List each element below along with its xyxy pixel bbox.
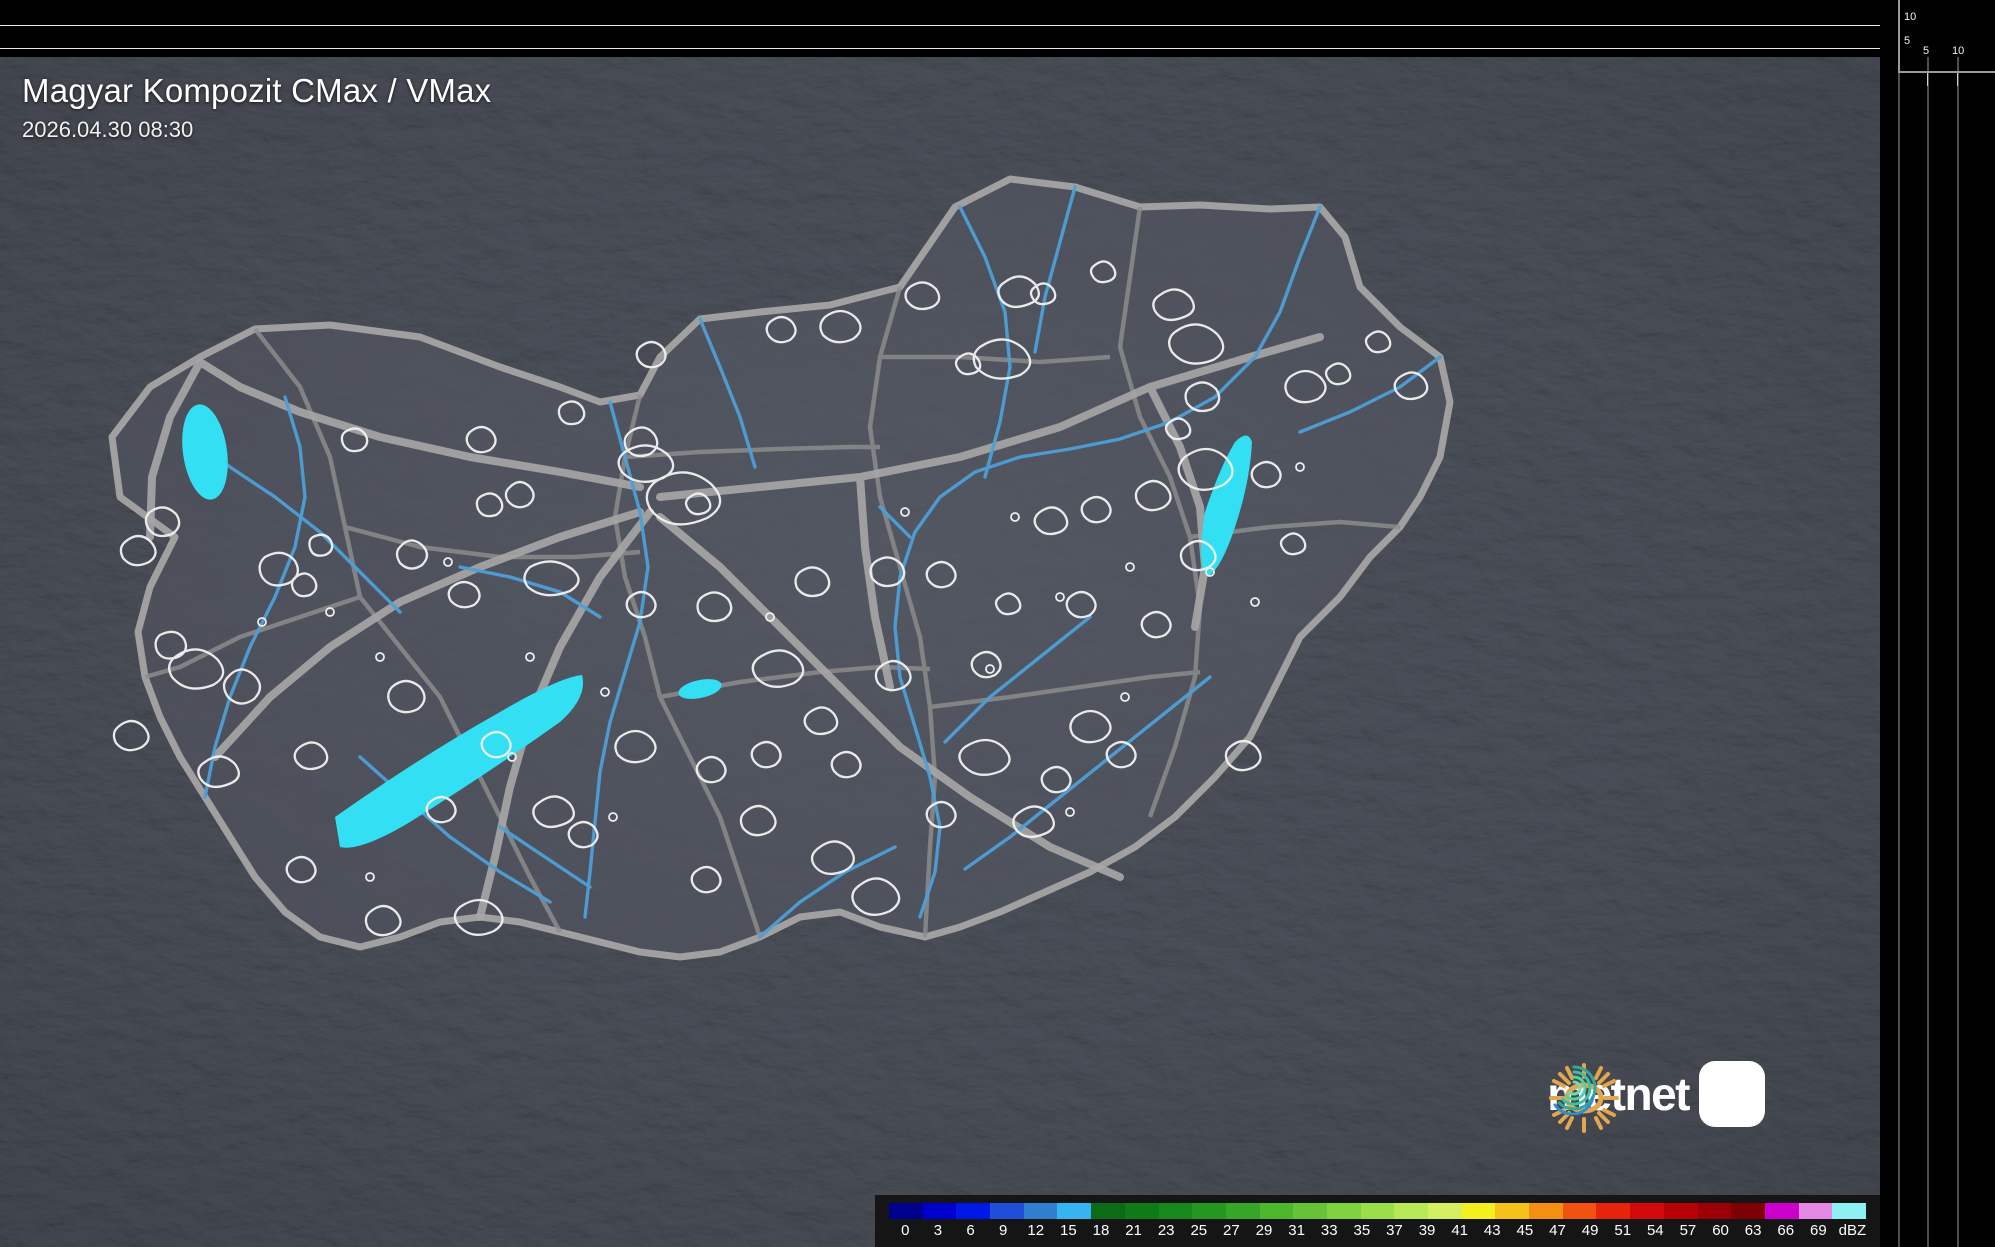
colorbar-tick: 45: [1516, 1222, 1534, 1239]
colorbar-tick: 12: [1027, 1222, 1045, 1239]
colorbar-tick: 37: [1386, 1222, 1403, 1239]
colorbar-segment: [1259, 1203, 1294, 1219]
axis-x-tickmark-5: [1927, 73, 1928, 86]
colorbar-ticklabels: 0 3 6 9 12 15 18 21 23 25 27 29 31 33 35 37 39 41 43 45 47 49…: [889, 1222, 1866, 1240]
colorbar-tick: 0: [901, 1222, 910, 1239]
spiral-icon: [1553, 1065, 1597, 1115]
colorbar-segment: [990, 1203, 1024, 1219]
colorbar-segment: [1124, 1203, 1159, 1219]
axis-x-tickmark-10: [1957, 73, 1958, 86]
colorbar-segment: [1596, 1203, 1631, 1219]
colorbar-tick: 49: [1581, 1222, 1599, 1239]
colorbar-tick: 60: [1712, 1222, 1729, 1239]
colorbar-unit-label: dBZ: [1838, 1222, 1867, 1239]
map-graphic: [0, 57, 1880, 1247]
colorbar-segment: [1630, 1203, 1664, 1219]
colorbar-segment: [1798, 1203, 1833, 1219]
settlement-outlines: [112, 260, 1429, 937]
gutter-line-3: [1957, 57, 1959, 1247]
colorbar-tick: 6: [966, 1222, 975, 1239]
axis-x-tick-10: 10: [1952, 45, 1965, 57]
right-gutter: [1880, 57, 1995, 1247]
colorbar-segment: [1293, 1203, 1327, 1219]
radar-map-canvas[interactable]: Magyar Kompozit CMax / VMax 2026.04.30 0…: [0, 57, 1880, 1247]
colorbar-segment: [1091, 1203, 1125, 1219]
colorbar-tick: 39: [1418, 1222, 1436, 1239]
colorbar-tick: 41: [1451, 1222, 1468, 1239]
axis-y-tick-5: 5: [1904, 35, 1911, 47]
colorbar-tick: 29: [1255, 1222, 1273, 1239]
colorbar-tick: 43: [1483, 1222, 1501, 1239]
colorbar-tick: 33: [1320, 1222, 1338, 1239]
axis-y-line: [1898, 0, 1900, 72]
axis-widget: 10 5 5 10: [1880, 0, 1995, 86]
lake-velencei: [678, 679, 722, 699]
colorbar-segment: [922, 1203, 957, 1219]
colorbar-tick: 21: [1125, 1222, 1142, 1239]
colorbar-tick: 23: [1157, 1222, 1175, 1239]
page-title: Magyar Kompozit CMax / VMax: [22, 72, 492, 109]
colorbar-tick: 57: [1679, 1222, 1697, 1239]
colorbar-segment: [1731, 1203, 1765, 1219]
colorbar-segment: [1326, 1203, 1361, 1219]
colorbar-tick: 9: [998, 1222, 1008, 1239]
colorbar-segment: [1495, 1203, 1530, 1219]
colorbar-segment: [1697, 1203, 1732, 1219]
colorbar-tick: 15: [1060, 1222, 1077, 1239]
lake-balaton: [335, 675, 584, 848]
lake-ferto: [182, 404, 228, 500]
colorbar-tick: 31: [1288, 1222, 1305, 1239]
colorbar-tick: 18: [1092, 1222, 1110, 1239]
metnet-logo[interactable]: metnet: [1547, 1061, 1765, 1133]
country-border: [108, 175, 1454, 961]
colorbar-segment: [1562, 1203, 1597, 1219]
map-header-block: Magyar Kompozit CMax / VMax 2026.04.30 0…: [22, 72, 491, 144]
dbz-colorbar[interactable]: 0 3 6 9 12 15 18 21 23 25 27 29 31 33 35 37 39 41 43 45 47 49…: [875, 1195, 1880, 1247]
colorbar-tick: 35: [1353, 1222, 1371, 1239]
axis-y-tick-10: 10: [1904, 11, 1917, 23]
colorbar-segment: [1832, 1203, 1866, 1219]
colorbar-segment: [1192, 1203, 1226, 1219]
small-markers: [257, 462, 1305, 882]
colorbar-segment: [1225, 1203, 1260, 1219]
colorbar-tick: 27: [1223, 1222, 1240, 1239]
top-gridline-1: [0, 25, 1880, 26]
colorbar-tick: 51: [1614, 1222, 1632, 1239]
colorbar-tick: 69: [1810, 1222, 1827, 1239]
top-gridline-2: [0, 48, 1880, 49]
colorbar-tick: 3: [933, 1222, 943, 1239]
colorbar-segment: [1764, 1203, 1799, 1219]
lakes: [182, 404, 1252, 848]
gutter-line-1: [1898, 57, 1900, 1247]
colorbar-tick: 47: [1549, 1222, 1566, 1239]
colorbar-segment: [1360, 1203, 1395, 1219]
colorbar-segment: [1529, 1203, 1563, 1219]
colorbar-segment: [1394, 1203, 1428, 1219]
colorbar-tick: 63: [1744, 1222, 1762, 1239]
top-banner: [0, 0, 1995, 57]
axis-x-tick-5: 5: [1923, 45, 1930, 57]
colorbar-segment: [889, 1203, 923, 1219]
colorbar-segment: [1663, 1203, 1698, 1219]
colorbar-tick: 66: [1777, 1222, 1795, 1239]
gutter-line-2: [1927, 57, 1929, 1247]
colorbar-segment: [1057, 1203, 1092, 1219]
axis-x-line: [1898, 71, 1995, 73]
colorbar-tick: 25: [1190, 1222, 1208, 1239]
colorbar-segment: [1461, 1203, 1496, 1219]
colorbar-segment: [1023, 1203, 1058, 1219]
colorbar-segment: [1158, 1203, 1193, 1219]
colorbar-segment: [1428, 1203, 1462, 1219]
lake-tisza: [1201, 435, 1252, 577]
timestamp-label: 2026.04.30 08:30: [22, 117, 194, 142]
colorbar-segment: [956, 1203, 991, 1219]
colorbar-tick: 54: [1646, 1222, 1664, 1239]
colorbar-gradient: [889, 1203, 1866, 1219]
metnet-app-icon[interactable]: [1553, 1061, 1765, 1127]
